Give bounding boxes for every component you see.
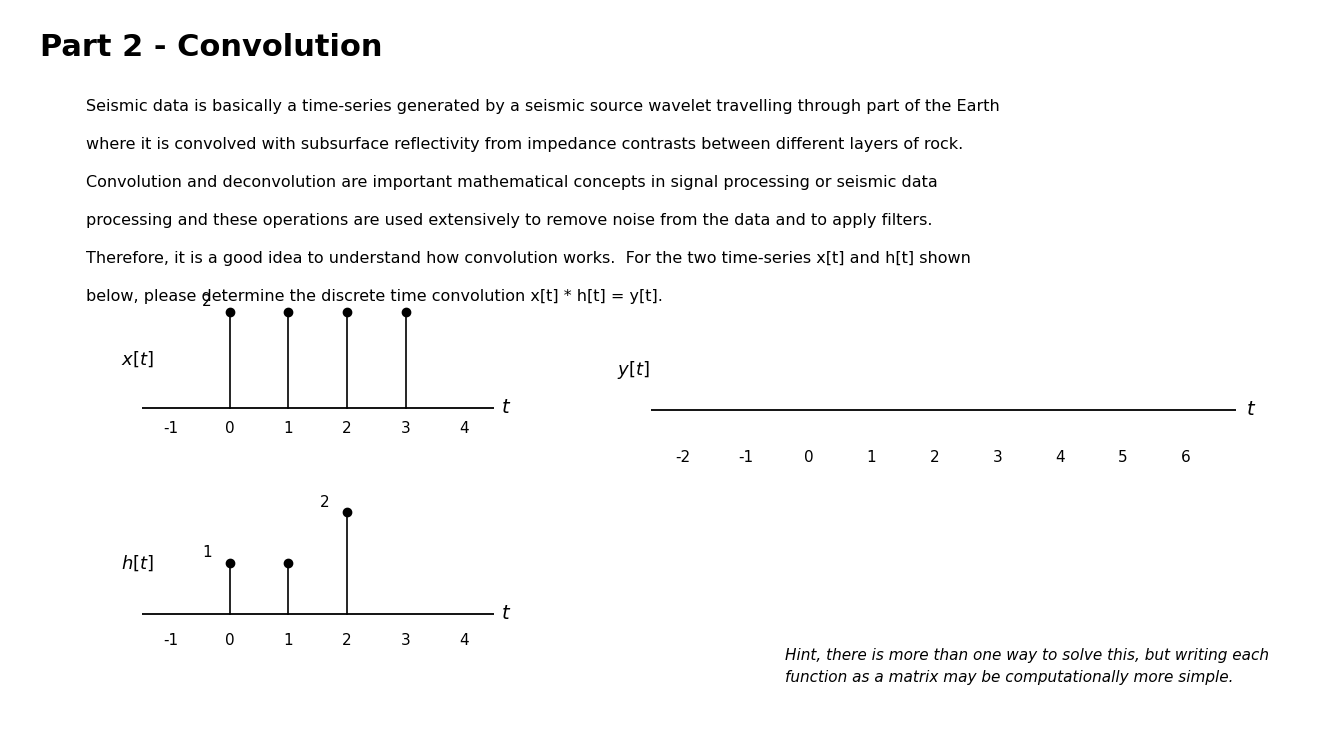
Text: 1: 1 [284,633,293,649]
Text: processing and these operations are used extensively to remove noise from the da: processing and these operations are used… [86,213,932,228]
Text: 3: 3 [401,633,411,649]
Text: Therefore, it is a good idea to understand how convolution works.  For the two t: Therefore, it is a good idea to understa… [86,251,970,266]
Text: $y[t]$: $y[t]$ [616,359,649,381]
Text: 4: 4 [459,633,469,649]
Text: -1: -1 [738,450,754,465]
Text: 2: 2 [929,450,939,465]
Text: 0: 0 [224,421,235,436]
Text: -2: -2 [675,450,690,465]
Text: 2: 2 [319,495,329,509]
Text: 3: 3 [401,421,411,436]
Text: 1: 1 [202,545,213,561]
Text: Convolution and deconvolution are important mathematical concepts in signal proc: Convolution and deconvolution are import… [86,175,937,190]
Text: Hint, there is more than one way to solve this, but writing each
function as a m: Hint, there is more than one way to solv… [785,648,1270,685]
Text: 1: 1 [867,450,876,465]
Text: 3: 3 [993,450,1002,465]
Text: $t$: $t$ [500,399,511,417]
Text: -1: -1 [164,421,178,436]
Text: 2: 2 [202,294,213,309]
Text: where it is convolved with subsurface reflectivity from impedance contrasts betw: where it is convolved with subsurface re… [86,137,964,152]
Text: 0: 0 [224,633,235,649]
Text: 1: 1 [284,421,293,436]
Text: 2: 2 [342,421,351,436]
Text: $t$: $t$ [500,605,511,623]
Text: $h[t]$: $h[t]$ [121,553,154,572]
Text: Part 2 - Convolution: Part 2 - Convolution [40,33,381,62]
Text: 4: 4 [1056,450,1065,465]
Text: Seismic data is basically a time-series generated by a seismic source wavelet tr: Seismic data is basically a time-series … [86,99,999,113]
Text: 4: 4 [459,421,469,436]
Text: 6: 6 [1181,450,1191,465]
Text: 5: 5 [1118,450,1127,465]
Text: -1: -1 [164,633,178,649]
Text: $x[t]$: $x[t]$ [121,350,153,370]
Text: below, please determine the discrete time convolution x[t] * h[t] = y[t].: below, please determine the discrete tim… [86,289,663,304]
Text: 2: 2 [342,633,351,649]
Text: 0: 0 [804,450,813,465]
Text: $t$: $t$ [1246,401,1257,419]
